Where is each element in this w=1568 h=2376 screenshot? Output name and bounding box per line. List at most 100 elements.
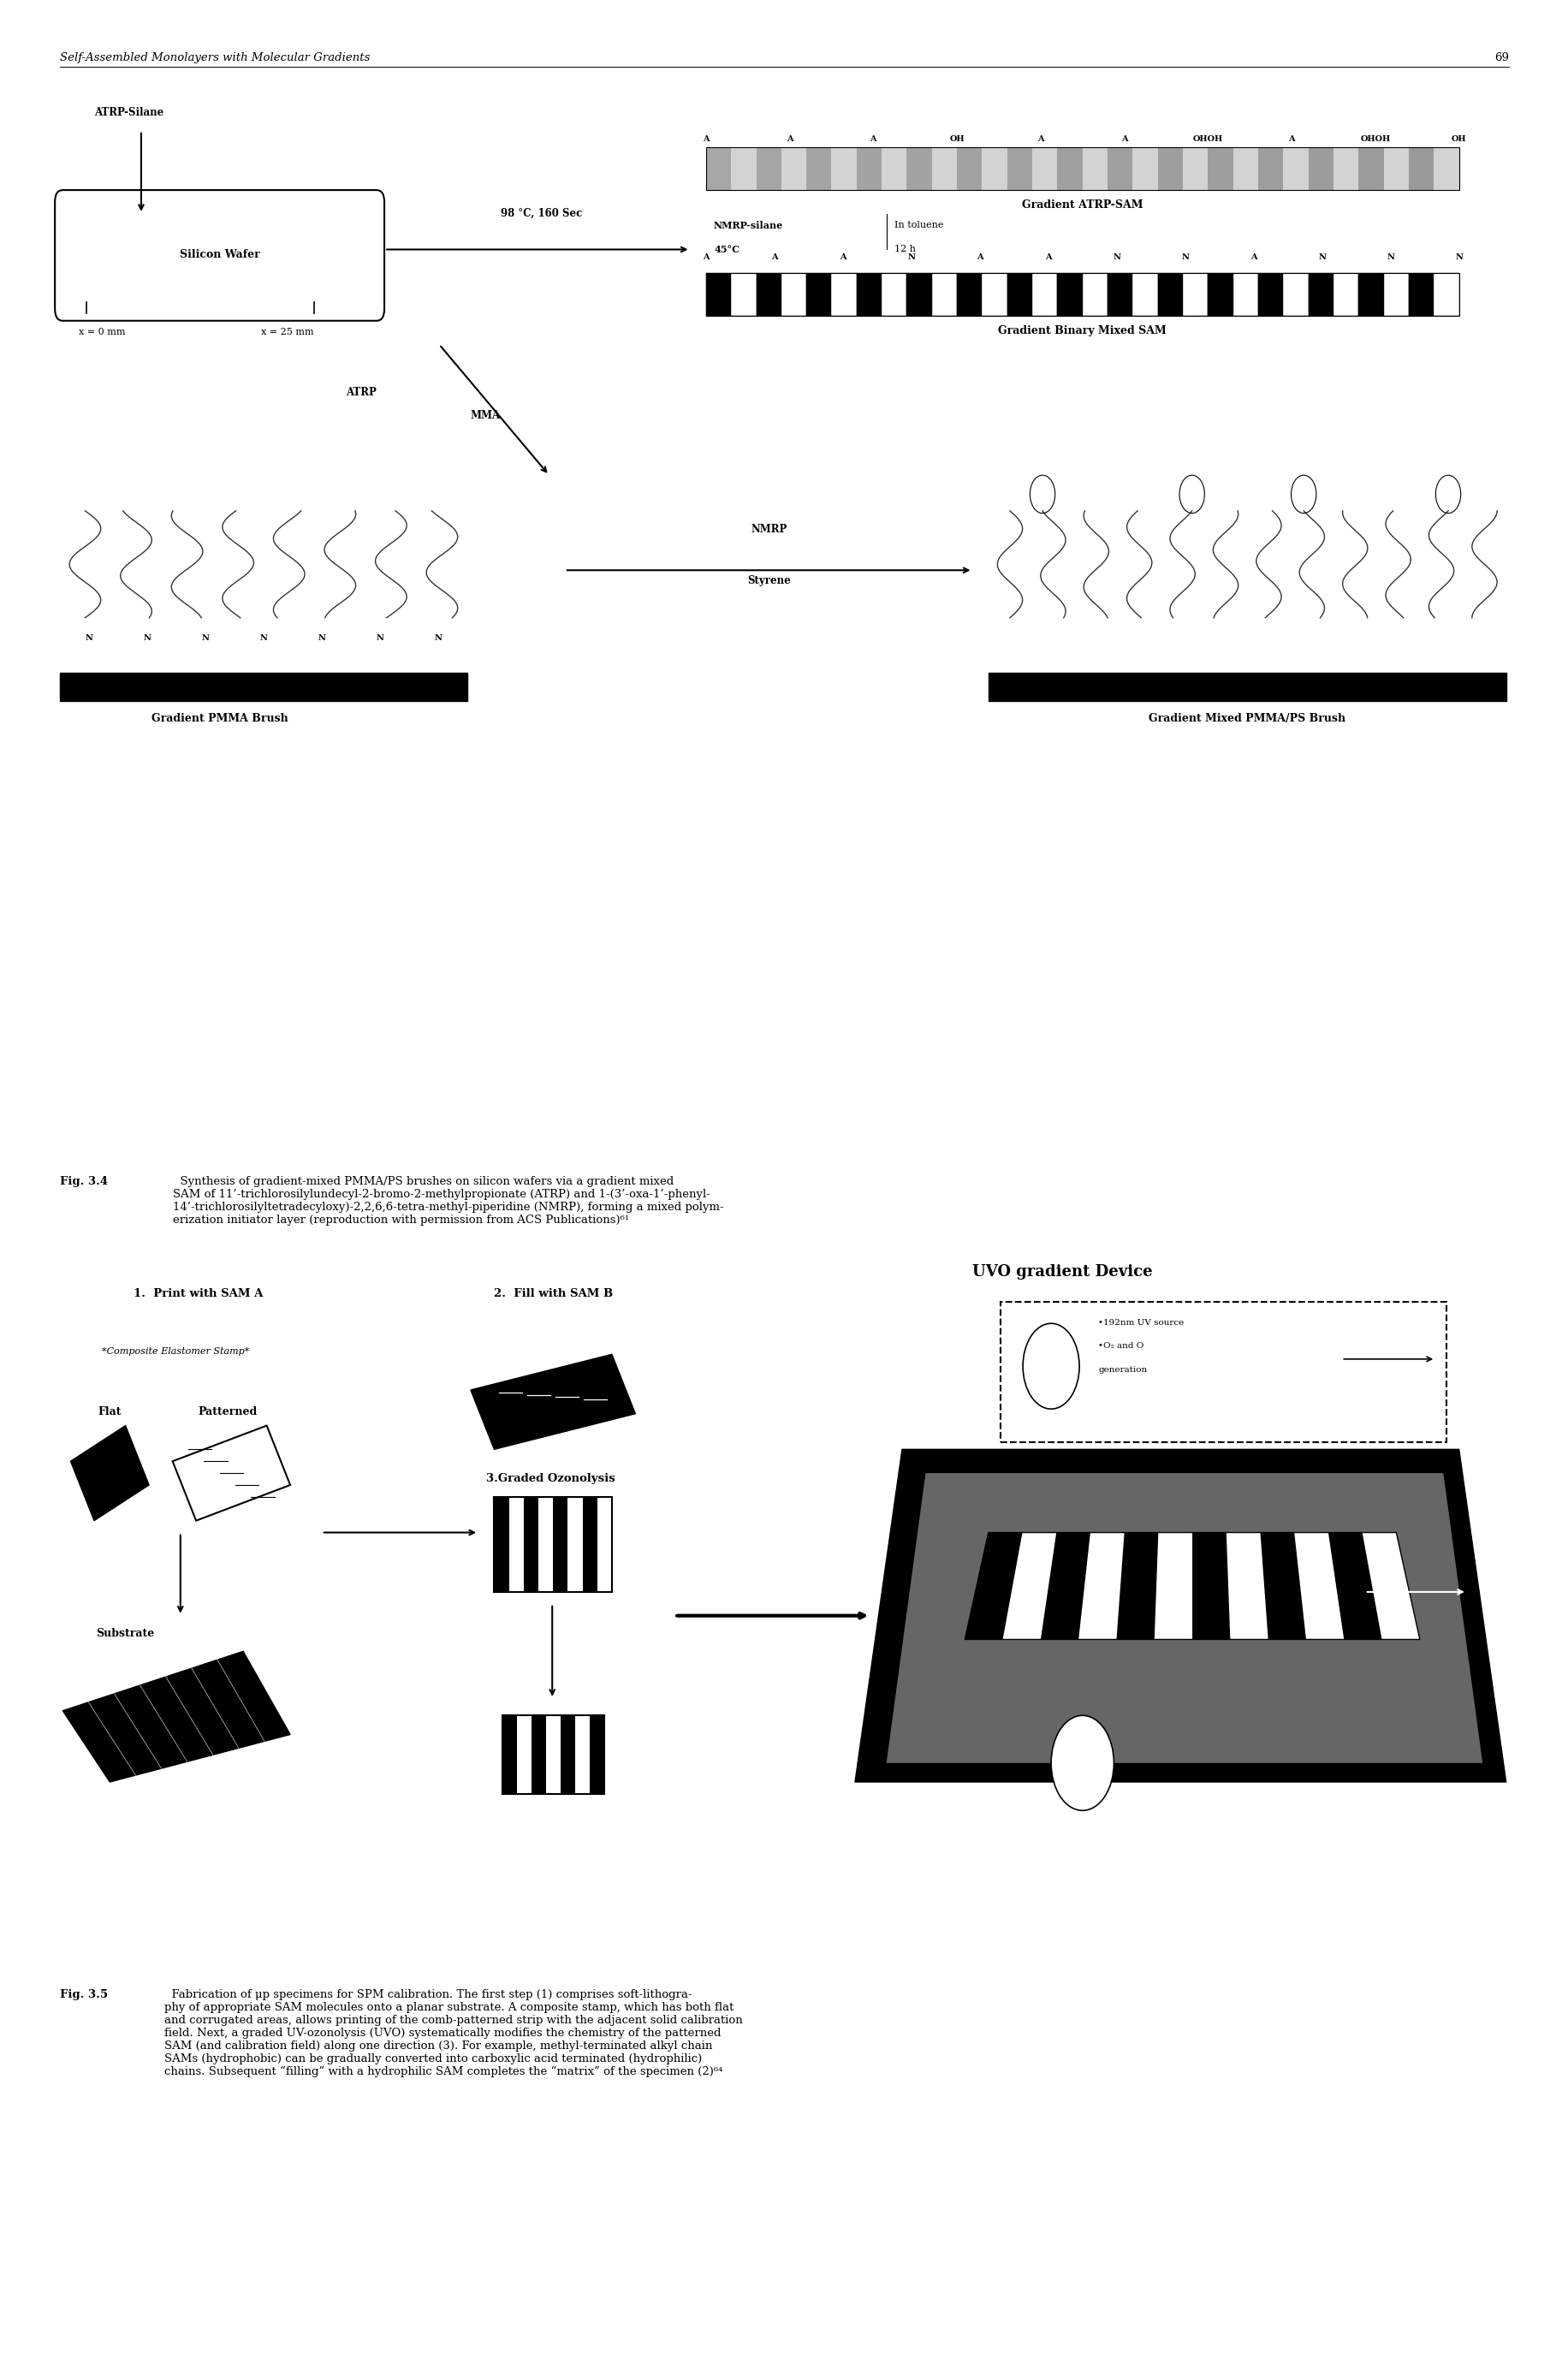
Bar — [856, 147, 881, 190]
Text: OH: OH — [1450, 135, 1466, 143]
Circle shape — [1030, 475, 1055, 513]
Text: ATRP: ATRP — [345, 387, 376, 397]
Bar — [1283, 273, 1308, 316]
Text: A: A — [870, 135, 877, 143]
Text: A: A — [1287, 135, 1294, 143]
Text: OH: OH — [949, 135, 964, 143]
Text: OHOH: OHOH — [1192, 135, 1223, 143]
Bar — [1258, 147, 1283, 190]
Bar — [731, 273, 756, 316]
Polygon shape — [1192, 1533, 1229, 1639]
Bar — [1057, 147, 1082, 190]
Text: ATRP-Silane: ATRP-Silane — [94, 107, 163, 119]
Bar — [1358, 273, 1383, 316]
Polygon shape — [172, 1426, 290, 1521]
Text: In toluene: In toluene — [894, 221, 942, 230]
Bar — [1433, 147, 1458, 190]
Text: A: A — [1044, 254, 1051, 261]
Text: A: A — [839, 254, 845, 261]
Text: A: A — [1250, 254, 1256, 261]
Circle shape — [1435, 475, 1460, 513]
Polygon shape — [964, 1533, 1022, 1639]
Circle shape — [1051, 1715, 1113, 1811]
Text: N: N — [318, 634, 326, 642]
Bar — [1157, 273, 1182, 316]
Bar — [1408, 147, 1433, 190]
Text: A: A — [702, 135, 709, 143]
Bar — [881, 147, 906, 190]
Text: 1.  Print with SAM A: 1. Print with SAM A — [133, 1288, 263, 1300]
Text: generation: generation — [1098, 1366, 1146, 1373]
Text: Gradient Binary Mixed SAM: Gradient Binary Mixed SAM — [997, 326, 1167, 337]
Polygon shape — [1328, 1533, 1381, 1639]
Bar — [856, 273, 881, 316]
Bar — [1007, 273, 1032, 316]
Text: 2.  Fill with SAM B: 2. Fill with SAM B — [494, 1288, 613, 1300]
Text: UVO gradient Device: UVO gradient Device — [972, 1264, 1152, 1278]
Bar — [1082, 273, 1107, 316]
Text: Substrate: Substrate — [96, 1628, 155, 1639]
Bar — [756, 147, 781, 190]
Bar — [1082, 147, 1107, 190]
Bar — [1132, 147, 1157, 190]
Bar — [1007, 147, 1032, 190]
Bar — [502, 1715, 516, 1794]
Text: Fig. 3.4: Fig. 3.4 — [60, 1176, 108, 1188]
Bar — [956, 147, 982, 190]
Bar — [731, 147, 756, 190]
Text: Self-Assembled Monolayers with Molecular Gradients: Self-Assembled Monolayers with Molecular… — [60, 52, 370, 64]
Circle shape — [1179, 475, 1204, 513]
FancyBboxPatch shape — [55, 190, 384, 321]
Text: Styrene: Styrene — [746, 575, 790, 587]
Bar — [881, 273, 906, 316]
Bar — [1057, 273, 1082, 316]
Text: N: N — [85, 634, 93, 642]
Text: 69: 69 — [1494, 52, 1508, 64]
Bar — [781, 273, 806, 316]
Text: MMA: MMA — [470, 411, 500, 421]
Bar — [1283, 147, 1308, 190]
Bar — [1383, 147, 1408, 190]
Text: Flat: Flat — [97, 1407, 122, 1418]
Text: •O₂ and O: •O₂ and O — [1098, 1342, 1143, 1350]
Bar — [502, 1715, 604, 1794]
Text: OHOH: OHOH — [1359, 135, 1389, 143]
Bar — [706, 273, 1458, 316]
Text: x = 0 mm: x = 0 mm — [78, 328, 125, 337]
Bar — [590, 1715, 604, 1794]
Text: N: N — [1455, 254, 1461, 261]
Polygon shape — [855, 1449, 1505, 1782]
Text: N: N — [1112, 254, 1120, 261]
Text: A: A — [771, 254, 778, 261]
Bar — [1207, 147, 1232, 190]
Text: 3.Graded Ozonolysis: 3.Graded Ozonolysis — [486, 1473, 615, 1485]
Bar — [1107, 147, 1132, 190]
Circle shape — [1022, 1323, 1079, 1409]
Bar — [906, 273, 931, 316]
Bar — [1358, 147, 1383, 190]
Polygon shape — [886, 1473, 1482, 1763]
Bar — [1333, 273, 1358, 316]
Bar — [906, 147, 931, 190]
Bar — [956, 273, 982, 316]
Bar — [931, 147, 956, 190]
Bar — [1308, 273, 1333, 316]
Bar — [1258, 273, 1283, 316]
Bar — [1182, 273, 1207, 316]
Bar — [494, 1497, 508, 1592]
Text: 12 h: 12 h — [894, 245, 916, 254]
Bar — [1032, 147, 1057, 190]
Bar — [806, 147, 831, 190]
Text: N: N — [201, 634, 209, 642]
Bar — [1232, 273, 1258, 316]
Polygon shape — [1116, 1533, 1157, 1639]
Bar — [831, 273, 856, 316]
Text: N: N — [1317, 254, 1325, 261]
Text: x = 25 mm: x = 25 mm — [260, 328, 314, 337]
Bar — [1308, 147, 1333, 190]
Bar — [1433, 273, 1458, 316]
Text: N: N — [1386, 254, 1394, 261]
Bar — [1232, 147, 1258, 190]
Polygon shape — [63, 1651, 290, 1782]
Bar — [781, 147, 806, 190]
